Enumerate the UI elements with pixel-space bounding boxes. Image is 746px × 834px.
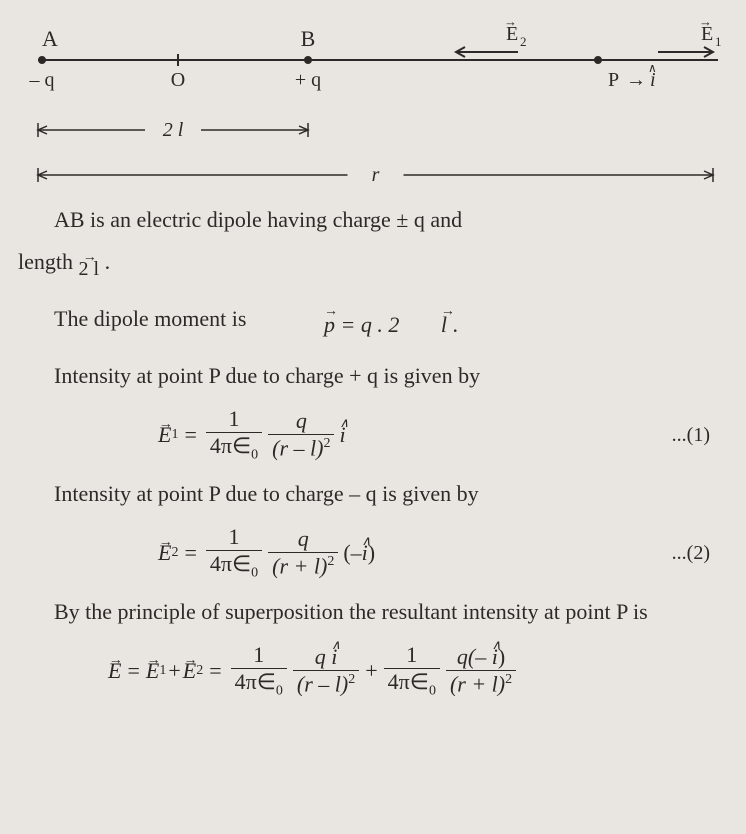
p1b-prefix: length	[18, 249, 79, 274]
vec-2l: → 2 l	[79, 251, 100, 287]
svg-text:1: 1	[715, 34, 722, 49]
svg-text:O: O	[171, 69, 185, 91]
eqnum-2: ...(2)	[672, 543, 710, 563]
para-5: By the principle of superposition the re…	[18, 592, 728, 632]
para-4: Intensity at point P due to charge – q i…	[18, 474, 728, 514]
svg-text:r: r	[372, 164, 380, 186]
svg-text:P: P	[608, 69, 619, 91]
p1a: AB is an electric dipole having charge ±…	[54, 207, 462, 232]
vec-p: →p	[288, 305, 335, 345]
equation-3: →E = →E1 + →E2 = 14π∈0 q ∧i (r – l)2 + 1…	[18, 644, 728, 698]
eq-p-mid: = q . 2	[340, 312, 399, 337]
svg-text:∧: ∧	[648, 61, 657, 75]
svg-text:B: B	[301, 26, 316, 51]
equation-1: →E1 = 14π∈0 q(r – l)2 ∧i ...(1)	[18, 408, 728, 462]
svg-text:2: 2	[520, 34, 527, 49]
para-2: The dipole moment is →p = q . 2 →l .	[18, 299, 728, 345]
svg-text:– q: – q	[29, 69, 55, 91]
svg-text:+ q: + q	[295, 69, 321, 91]
svg-text:→: →	[626, 69, 646, 91]
equation-2: →E2 = 14π∈0 q(r + l)2 (– ∧i ) ...(2)	[18, 526, 728, 580]
svg-text:→: →	[699, 20, 712, 29]
eq-p-dot: .	[452, 312, 458, 337]
eqnum-1: ...(1)	[672, 425, 710, 445]
dipole-diagram: A– qOB+ qP→i∧E2→E1→2 lr	[18, 20, 728, 200]
svg-text:2 l: 2 l	[163, 119, 184, 141]
para-3: Intensity at point P due to charge + q i…	[18, 356, 728, 396]
para-1: AB is an electric dipole having charge ±…	[18, 200, 728, 240]
svg-text:A: A	[42, 26, 58, 51]
p2-prefix: The dipole moment is	[54, 306, 252, 331]
para-1b: length → 2 l .	[18, 242, 728, 287]
period: .	[99, 249, 110, 274]
vec-l: →l	[405, 305, 447, 345]
svg-text:→: →	[504, 20, 517, 29]
